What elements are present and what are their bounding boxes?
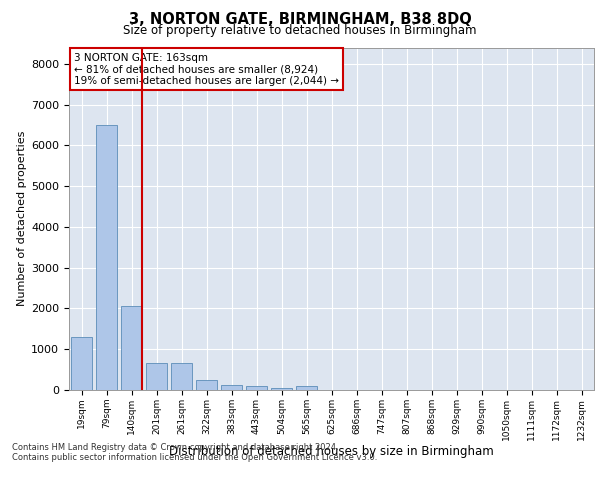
Bar <box>196 380 217 390</box>
Text: Size of property relative to detached houses in Birmingham: Size of property relative to detached ho… <box>123 24 477 37</box>
Y-axis label: Number of detached properties: Number of detached properties <box>17 131 27 306</box>
Text: 3, NORTON GATE, BIRMINGHAM, B38 8DQ: 3, NORTON GATE, BIRMINGHAM, B38 8DQ <box>128 12 472 28</box>
Text: 3 NORTON GATE: 163sqm
← 81% of detached houses are smaller (8,924)
19% of semi-d: 3 NORTON GATE: 163sqm ← 81% of detached … <box>74 52 339 86</box>
Bar <box>121 306 142 390</box>
Bar <box>146 364 167 390</box>
X-axis label: Distribution of detached houses by size in Birmingham: Distribution of detached houses by size … <box>169 446 494 458</box>
Text: Contains HM Land Registry data © Crown copyright and database right 2024.: Contains HM Land Registry data © Crown c… <box>12 442 338 452</box>
Text: Contains public sector information licensed under the Open Government Licence v3: Contains public sector information licen… <box>12 454 377 462</box>
Bar <box>221 384 242 390</box>
Bar <box>246 386 267 390</box>
Bar <box>96 125 117 390</box>
Bar <box>296 386 317 390</box>
Bar <box>71 337 92 390</box>
Bar <box>271 388 292 390</box>
Bar <box>171 364 192 390</box>
